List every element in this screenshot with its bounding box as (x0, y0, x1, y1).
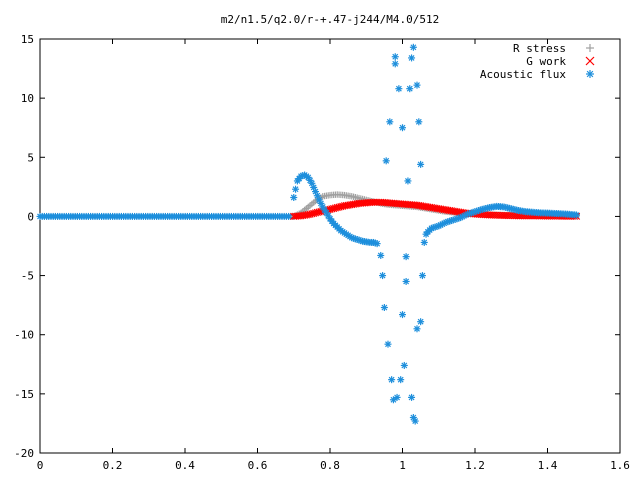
series-2-point (399, 124, 406, 132)
y-tick-label: -10 (14, 329, 34, 342)
y-tick-label: 15 (21, 33, 34, 46)
series-2-point (417, 160, 425, 168)
series-2-point (395, 85, 403, 93)
y-tick-label: 5 (27, 151, 34, 164)
x-tick-label: 1.4 (538, 459, 558, 472)
legend-label: Acoustic flux (480, 68, 566, 81)
data-marks (36, 43, 581, 425)
legend-label: G work (526, 55, 566, 68)
series-2-point (409, 414, 417, 422)
series-2-point (393, 393, 401, 401)
series-2-point (373, 240, 381, 248)
series-2-point (384, 340, 392, 348)
series-2-point (409, 43, 417, 51)
series-2-point (389, 396, 397, 404)
series-2-point (391, 53, 399, 61)
y-tick-label: -5 (21, 270, 34, 283)
series-2-point (386, 118, 394, 126)
series-2-point (417, 318, 425, 326)
series-2-point (402, 277, 410, 285)
series-2-point (413, 81, 421, 89)
x-tick-label: 0.4 (175, 459, 195, 472)
series-2-point (413, 325, 421, 333)
x-tick-label: 1.6 (610, 459, 630, 472)
series-2-point (399, 311, 406, 319)
series-2-point (382, 157, 390, 165)
x-tick-label: 0 (37, 459, 44, 472)
series-2-point (380, 304, 388, 312)
series-2-point (418, 272, 426, 280)
y-tick-label: -15 (14, 388, 34, 401)
legend-marker (585, 56, 595, 66)
series-2-point (290, 194, 298, 202)
series-2-point (408, 393, 416, 401)
series-2-point (573, 211, 580, 219)
legend-marker (586, 44, 594, 52)
series-2-point (292, 185, 300, 193)
legend-label: R stress (513, 42, 566, 55)
series-2-point (402, 253, 410, 261)
series-2-point (391, 60, 399, 68)
series-2-point (406, 85, 414, 93)
plot-frame (39, 38, 621, 454)
series-2-point (420, 238, 428, 246)
series-2-point (404, 177, 412, 185)
y-tick-label: 10 (21, 92, 34, 105)
chart-title: m2/n1.5/q2.0/r-+.47-j244/M4.0/512 (221, 13, 440, 26)
x-tick-label: 0.6 (248, 459, 268, 472)
series-2-point (400, 361, 408, 369)
series-2-point (379, 272, 387, 280)
axis-ticks: 0 0.2 0.4 0.6 0.8 1 1.2 1.4 1.6 15 10 5 0 -5 -10 -15 -20 (14, 33, 630, 472)
series-2-point (397, 376, 405, 384)
y-tick-label: 0 (27, 210, 34, 223)
x-tick-label: 1 (399, 459, 406, 472)
series-2-point (408, 54, 416, 62)
series-2-point (313, 192, 321, 200)
y-tick-label: -20 (14, 447, 34, 460)
series-2-point (377, 251, 385, 259)
x-tick-label: 0.2 (103, 459, 123, 472)
series-2-point (388, 376, 396, 384)
series-2-point (411, 417, 419, 425)
series-2-point (415, 118, 423, 126)
legend-marker (586, 70, 594, 78)
x-tick-label: 0.8 (320, 459, 340, 472)
x-tick-label: 1.2 (465, 459, 485, 472)
